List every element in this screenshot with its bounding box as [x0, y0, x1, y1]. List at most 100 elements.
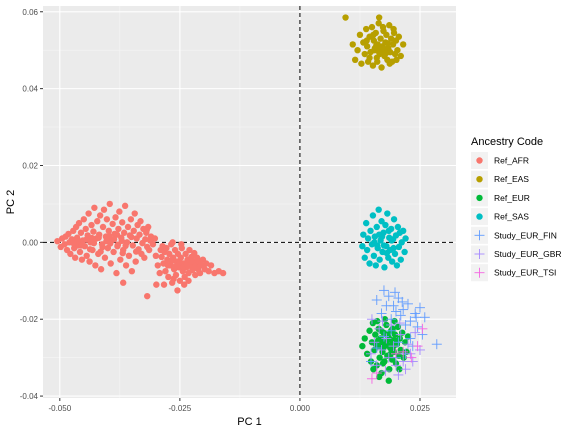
data-point	[381, 300, 392, 311]
data-point	[203, 260, 210, 267]
data-point	[112, 214, 119, 221]
data-point	[176, 277, 184, 284]
data-point	[381, 264, 388, 271]
data-point	[168, 257, 175, 264]
data-point	[61, 241, 68, 248]
data-point	[388, 237, 395, 244]
data-point	[178, 241, 185, 248]
data-point	[361, 254, 368, 261]
data-point	[86, 258, 93, 265]
data-point	[369, 62, 377, 69]
data-point	[358, 60, 365, 67]
legend-item-study-eur-gbr: Study_EUR_GBR	[471, 245, 562, 263]
data-point	[364, 235, 372, 242]
y-tick-label: -0.04	[20, 392, 39, 401]
data-point	[118, 237, 125, 245]
data-point	[115, 225, 122, 233]
data-point	[342, 14, 349, 21]
data-point	[370, 365, 377, 373]
data-point	[362, 25, 370, 33]
data-point	[70, 240, 77, 247]
data-point	[83, 236, 90, 243]
data-point	[393, 337, 404, 348]
data-point	[158, 253, 165, 261]
data-point	[90, 228, 97, 235]
data-point	[132, 258, 139, 265]
data-point	[383, 352, 394, 363]
data-point	[363, 43, 371, 50]
data-point	[91, 204, 98, 211]
data-point	[90, 239, 98, 247]
data-point	[362, 219, 370, 227]
data-point	[105, 227, 112, 235]
legend-item-ref-eas: Ref_EAS	[471, 170, 529, 188]
data-point	[391, 250, 399, 258]
data-point	[386, 60, 393, 67]
y-tick-label: 0.00	[22, 238, 38, 247]
data-point	[153, 281, 160, 288]
data-point	[395, 310, 406, 321]
y-tick-label: 0.04	[22, 85, 38, 94]
data-point	[397, 52, 404, 60]
legend-symbol	[474, 230, 485, 241]
data-point	[119, 249, 126, 257]
legend-item-ref-sas: Ref_SAS	[471, 208, 529, 226]
data-point	[378, 331, 389, 342]
x-tick-label: -0.050	[48, 404, 71, 413]
data-point	[92, 262, 99, 269]
x-tick-label: -0.025	[169, 404, 192, 413]
data-point	[368, 23, 376, 31]
data-point	[366, 327, 373, 334]
data-point	[130, 227, 137, 235]
data-point	[390, 25, 397, 33]
data-point	[371, 295, 382, 305]
data-point	[191, 264, 198, 271]
data-point	[405, 333, 416, 344]
data-point	[375, 206, 382, 213]
data-point	[137, 218, 144, 225]
data-point	[141, 254, 148, 261]
data-point	[380, 366, 391, 377]
data-point	[366, 314, 377, 325]
data-point	[370, 252, 378, 260]
data-point	[131, 210, 138, 217]
data-point	[376, 344, 387, 355]
data-point	[366, 260, 373, 267]
data-point	[125, 252, 133, 260]
series-study-eur-gbr	[365, 314, 425, 380]
data-point	[97, 248, 104, 255]
data-point	[387, 35, 395, 42]
y-axis-label: PC 2	[5, 190, 17, 214]
data-point	[110, 236, 118, 243]
series-ref-eas	[342, 14, 407, 71]
data-point	[383, 31, 390, 39]
data-point	[417, 323, 428, 334]
data-point	[78, 242, 85, 249]
x-axis-label: PC 1	[237, 416, 261, 428]
data-point	[151, 235, 159, 242]
data-point	[386, 22, 393, 29]
data-point	[431, 339, 442, 350]
data-point	[119, 279, 127, 286]
data-point	[205, 267, 212, 275]
data-point	[128, 267, 136, 275]
y-axis: -0.04 -0.02 0.00 0.02 0.04 0.06	[20, 8, 43, 401]
data-point	[375, 14, 383, 21]
data-point	[386, 319, 397, 330]
data-point	[127, 216, 135, 223]
data-point	[375, 20, 382, 27]
data-point	[395, 243, 403, 251]
data-point	[399, 227, 407, 235]
data-point	[394, 318, 405, 329]
data-point	[67, 250, 74, 258]
data-point	[366, 373, 377, 384]
data-point	[116, 208, 123, 215]
data-point	[380, 242, 388, 249]
data-point	[383, 249, 391, 257]
data-point	[80, 216, 88, 223]
data-point	[385, 377, 392, 384]
data-point	[96, 212, 104, 219]
legend-label: Ref_SAS	[494, 212, 529, 222]
data-point	[119, 219, 126, 226]
